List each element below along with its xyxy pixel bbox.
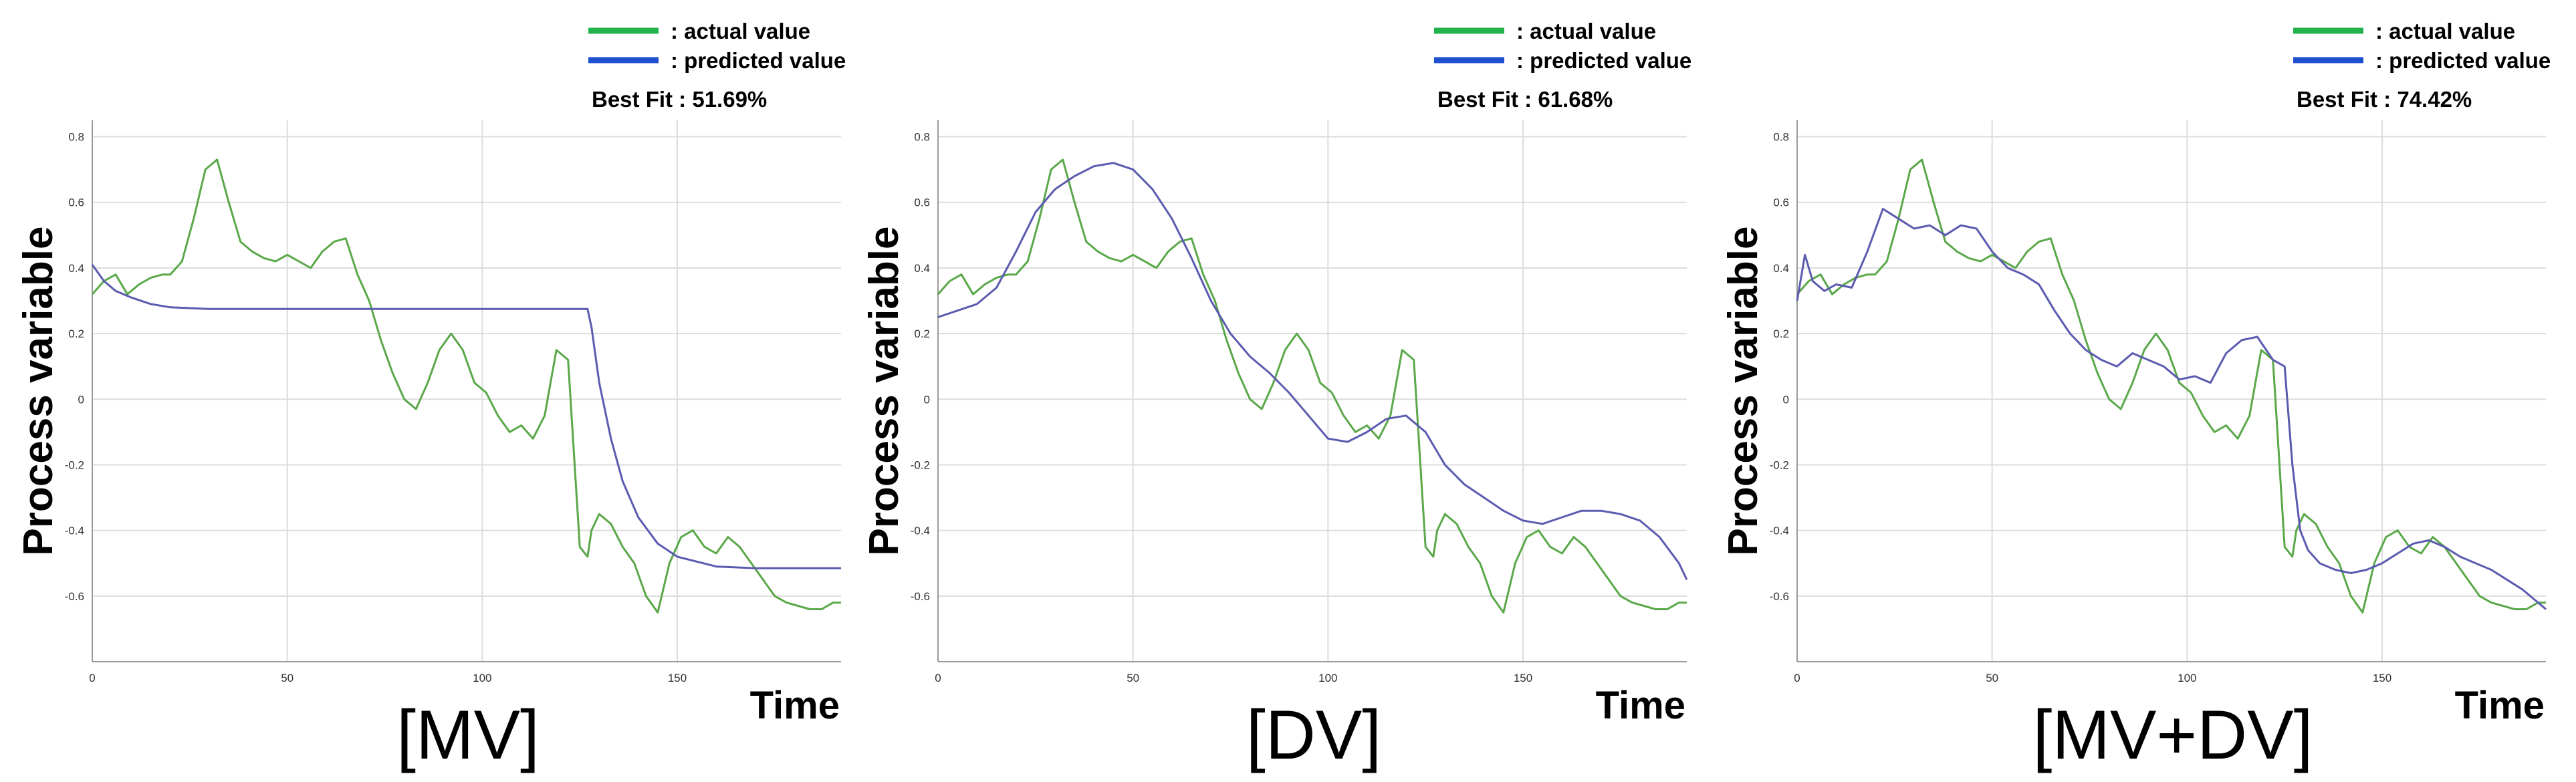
y-tick-label: -0.4 — [1770, 525, 1789, 537]
panel-label: [MV] — [396, 696, 540, 774]
x-tick-label: 150 — [1514, 672, 1532, 684]
x-tick-label: 100 — [473, 672, 491, 684]
best-fit-label: Best Fit : 61.68% — [1437, 87, 1613, 112]
best-fit-label: Best Fit : 51.69% — [592, 87, 767, 112]
x-tick-label: 150 — [2373, 672, 2391, 684]
y-tick-label: 0.8 — [914, 131, 930, 144]
y-tick-label: -0.2 — [65, 459, 84, 471]
y-axis-title: Process variable — [861, 227, 907, 556]
y-tick-label: -0.4 — [65, 525, 84, 537]
y-tick-label: 0.4 — [68, 262, 84, 275]
y-tick-label: -0.4 — [911, 525, 930, 537]
x-tick-label: 0 — [1794, 672, 1800, 684]
y-tick-label: -0.2 — [911, 459, 930, 471]
y-tick-label: 0.8 — [68, 131, 84, 144]
y-tick-label: 0.2 — [914, 328, 930, 340]
y-tick-label: -0.6 — [911, 590, 930, 603]
legend-label-predicted: : predicted value — [671, 48, 846, 73]
y-tick-label: 0.8 — [1773, 131, 1789, 144]
series-line-predicted — [937, 162, 1688, 580]
y-tick-label: 0.2 — [68, 328, 84, 340]
x-axis-title: Time — [750, 684, 840, 727]
series-line-actual — [937, 158, 1687, 614]
chart-panel-1: 0.8 0.6 0.4 0.2 0 -0.2 -0.4 -0.6 0 50 100 150 Proces… — [15, 19, 846, 774]
y-axis-title: Process variable — [1720, 227, 1766, 556]
x-tick-label: 100 — [1318, 672, 1337, 684]
series-line-predicted — [1796, 208, 2547, 610]
x-tick-label: 100 — [2178, 672, 2196, 684]
chart-panel-2: 0.8 0.6 0.4 0.2 0 -0.2 -0.4 -0.6 0 50 100 150 Proces… — [861, 19, 1691, 774]
x-tick-label: 150 — [668, 672, 687, 684]
y-tick-label: 0.2 — [1773, 328, 1789, 340]
x-axis-title: Time — [1596, 684, 1685, 727]
y-tick-label: -0.6 — [1770, 590, 1789, 603]
x-tick-label: 50 — [281, 672, 294, 684]
plot-area — [1797, 120, 2546, 662]
series-line-actual — [1796, 158, 2546, 614]
series-line-actual — [91, 158, 841, 614]
y-tick-label: 0 — [924, 393, 930, 406]
plot-area — [938, 120, 1687, 662]
x-tick-label: 50 — [1127, 672, 1139, 684]
y-tick-label: -0.6 — [65, 590, 84, 603]
y-tick-label: 0 — [78, 393, 84, 406]
legend-label-predicted: : predicted value — [1516, 48, 1691, 73]
x-tick-label: 50 — [1986, 672, 1998, 684]
legend-label-actual: : actual value — [1516, 19, 1656, 43]
x-axis-title: Time — [2455, 684, 2545, 727]
x-tick-label: 0 — [89, 672, 95, 684]
x-tick-label: 0 — [935, 672, 941, 684]
y-tick-label: 0.4 — [914, 262, 930, 275]
y-tick-label: -0.2 — [1770, 459, 1789, 471]
series-line-predicted — [91, 264, 841, 569]
y-tick-label: 0.4 — [1773, 262, 1789, 275]
y-tick-label: 0.6 — [914, 197, 930, 209]
plot-area — [92, 120, 841, 662]
best-fit-label: Best Fit : 74.42% — [2297, 87, 2472, 112]
legend-label-actual: : actual value — [2375, 19, 2515, 43]
chart-panel-3: 0.8 0.6 0.4 0.2 0 -0.2 -0.4 -0.6 0 50 100 150 Proces… — [1720, 19, 2551, 774]
y-tick-label: 0 — [1783, 393, 1789, 406]
y-tick-label: 0.6 — [68, 197, 84, 209]
panel-label: [MV+DV] — [2033, 696, 2313, 774]
panel-label: [DV] — [1246, 696, 1381, 774]
legend-label-actual: : actual value — [671, 19, 810, 43]
y-tick-label: 0.6 — [1773, 197, 1789, 209]
y-axis-title: Process variable — [15, 227, 62, 556]
legend-label-predicted: : predicted value — [2375, 48, 2551, 73]
